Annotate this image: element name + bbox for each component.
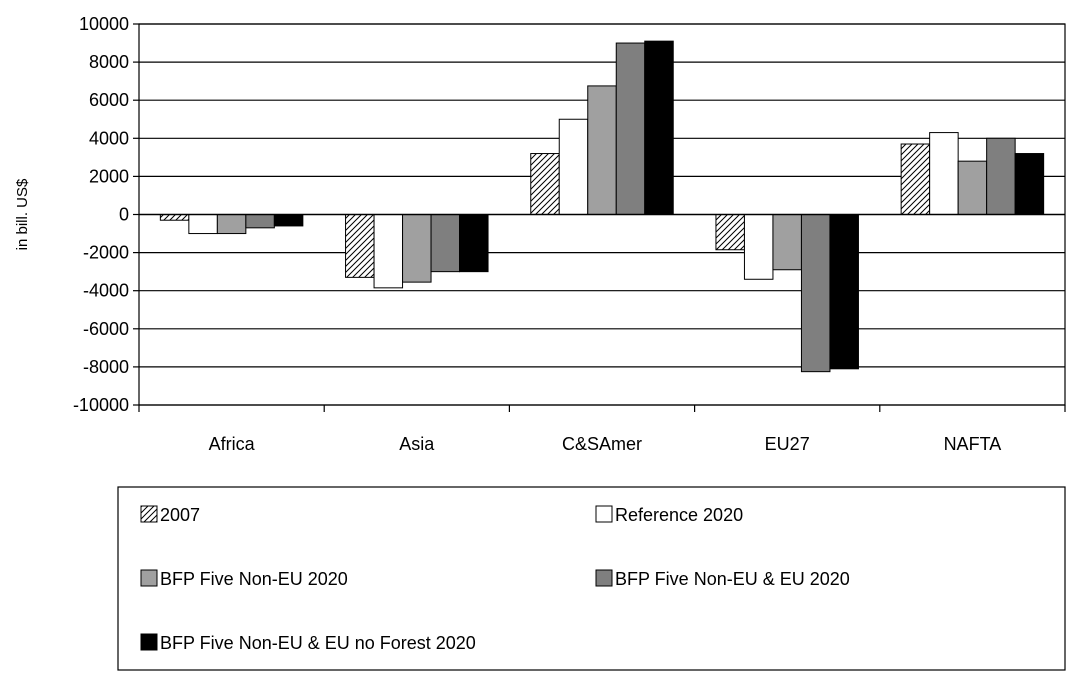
y-tick-label: -8000 (83, 357, 129, 377)
x-tick-label: Asia (399, 434, 435, 454)
bar-3-1 (530, 153, 560, 215)
legend-swatch (140, 505, 158, 523)
legend-label: BFP Five Non-EU 2020 (160, 569, 348, 589)
y-tick-label: -6000 (83, 319, 129, 339)
bar-5-5 (1014, 153, 1045, 215)
bar-2-1 (345, 214, 375, 278)
legend: 2007 Reference 2020 BFP Five Non-EU 2020 BF… (117, 486, 1066, 671)
bar-5-2 (929, 132, 959, 216)
bar-4-5 (829, 214, 859, 370)
bar-3-3 (587, 85, 617, 215)
bar-5-1 (900, 143, 931, 215)
x-tick-label: C&SAmer (562, 434, 642, 454)
y-tick-label: 10000 (79, 14, 129, 34)
bar-4-2 (743, 214, 774, 280)
bar-3-4 (615, 42, 646, 215)
bar-4-3 (772, 214, 802, 271)
legend-swatch (595, 505, 613, 523)
bar-1-3 (216, 214, 247, 235)
y-tick-label: -2000 (83, 243, 129, 263)
bar-2-3 (402, 214, 432, 283)
bar-1-1 (159, 214, 190, 221)
bar-4-1 (715, 214, 745, 251)
bar-3-2 (558, 118, 589, 215)
legend-swatch (140, 633, 158, 651)
y-tick-label: -10000 (73, 395, 129, 415)
legend-swatch (595, 569, 613, 587)
y-tick-label: 2000 (89, 166, 129, 186)
bar-5-4 (986, 137, 1016, 215)
y-tick-label: 0 (119, 205, 129, 225)
x-tick-label: Africa (209, 434, 256, 454)
legend-swatch (140, 569, 158, 587)
bar-2-4 (430, 214, 461, 273)
bar-1-4 (245, 214, 275, 229)
y-tick-label: 4000 (89, 128, 129, 148)
bar-3-5 (644, 40, 674, 215)
x-tick-label: EU27 (765, 434, 810, 454)
bar-1-5 (273, 214, 304, 227)
bar-1-2 (188, 214, 218, 235)
bar-2-2 (373, 214, 404, 289)
legend-label: 2007 (160, 505, 200, 525)
bar-5-3 (957, 160, 988, 216)
x-tick-label: NAFTA (944, 434, 1002, 454)
legend-label: Reference 2020 (615, 505, 743, 525)
y-tick-label: 8000 (89, 52, 129, 72)
legend-label: BFP Five Non-EU & EU no Forest 2020 (160, 633, 476, 653)
bar-2-5 (459, 214, 489, 273)
y-tick-label: 6000 (89, 90, 129, 110)
bars (159, 40, 1045, 373)
y-axis-title: in bill. US$ (14, 178, 31, 250)
legend-label: BFP Five Non-EU & EU 2020 (615, 569, 850, 589)
tick-labels: 10000 8000 6000 4000 2000 0 -2000 -4000 -6000 -80… (73, 14, 1001, 454)
axes (133, 23, 1066, 412)
bar-4-4 (800, 214, 831, 373)
legend-box (117, 486, 1066, 671)
y-tick-label: -4000 (83, 281, 129, 301)
